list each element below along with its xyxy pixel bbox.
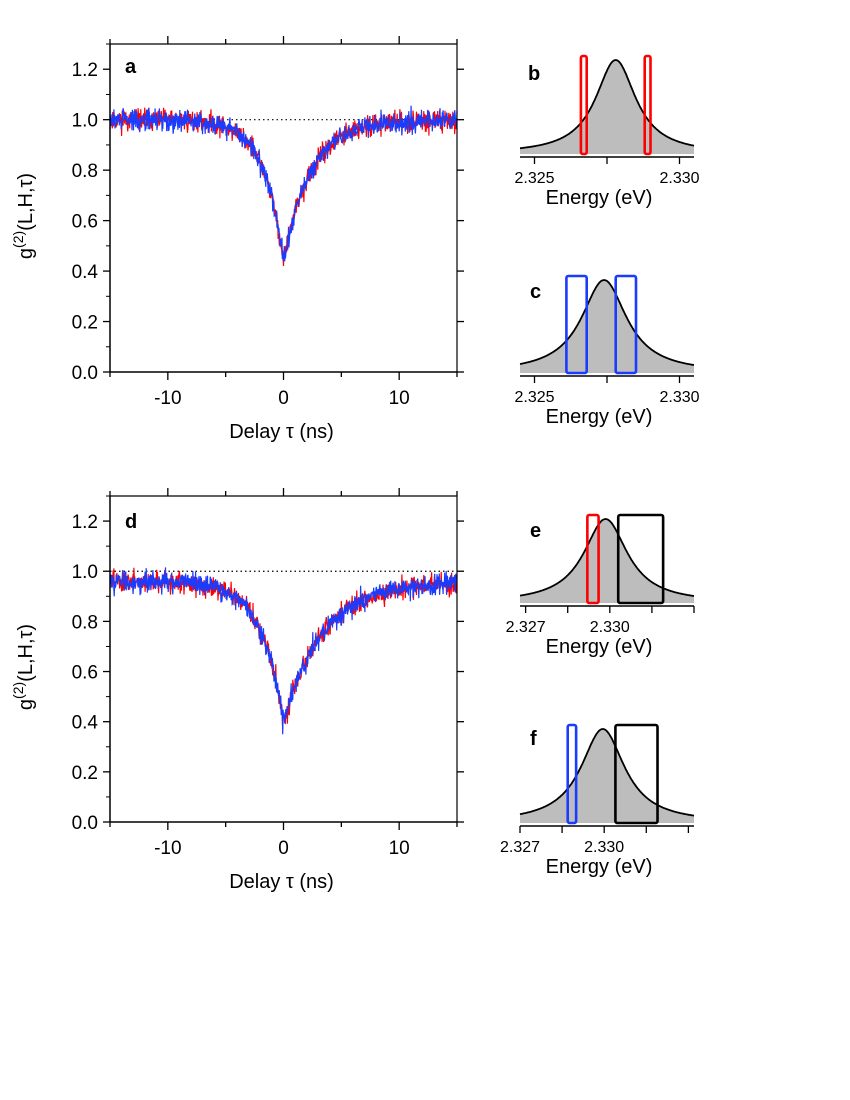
d-ylabel-rest: (L,H,τ) — [15, 624, 37, 682]
d-series-blue — [109, 567, 458, 735]
b-spectrum-fill — [520, 60, 694, 154]
c-spectrum-line — [519, 279, 695, 366]
b-xlabel: Energy (eV) — [546, 187, 653, 209]
a-xlabel: Delay τ (ns) — [229, 421, 334, 443]
d-ytick-label: 0.6 — [72, 663, 98, 684]
e-xtick-label: 2.330 — [590, 619, 630, 636]
f-filter-window-1 — [566, 723, 578, 825]
e-xtick-label: 2.327 — [506, 619, 546, 636]
a-ylabel-base: g — [15, 248, 37, 259]
c-filter-window-2 — [614, 274, 638, 375]
a-ytick-label: 1.0 — [72, 111, 98, 132]
d-xtick-label: 0 — [278, 838, 289, 859]
a-ytick-label: 0.6 — [72, 212, 98, 233]
a-xtick-label: -10 — [154, 388, 181, 409]
d-ylabel-base: g — [15, 699, 37, 710]
e-filter-window-2 — [616, 513, 665, 605]
panel-a-label: a — [125, 56, 137, 78]
b-filter-window-1 — [579, 54, 589, 156]
panel-c: 2.325 2.330 Energy (eV) c — [514, 274, 700, 428]
b-xtick-label: 2.330 — [659, 170, 699, 187]
e-spectrum-line — [519, 518, 695, 597]
a-ytick-label: 0.4 — [72, 262, 99, 283]
e-xlabel: Energy (eV) — [546, 636, 653, 658]
b-spectrum-line — [520, 59, 695, 150]
f-xlabel: Energy (eV) — [546, 856, 653, 878]
f-xtick-label: 2.330 — [584, 839, 624, 856]
panel-e-label: e — [530, 520, 541, 542]
panel-b: 2.325 2.330 Energy (eV) b — [514, 54, 700, 209]
a-ytick-label: 1.2 — [72, 60, 98, 81]
e-filter-window-1 — [586, 513, 600, 605]
a-xtick-label: 10 — [389, 388, 410, 409]
panel-c-label: c — [530, 281, 541, 303]
a-ylabel-sup: (2) — [10, 231, 26, 248]
d-ytick-label: 0.2 — [72, 763, 98, 784]
c-xlabel: Energy (eV) — [546, 406, 653, 428]
c-filter-window-1 — [565, 274, 589, 375]
a-series-blue — [109, 105, 458, 262]
a-ytick-label: 0.2 — [72, 313, 98, 334]
d-xtick-label: -10 — [154, 838, 181, 859]
c-xtick-label: 2.325 — [514, 389, 554, 406]
panel-f-label: f — [530, 728, 537, 750]
panel-d: 0.0 0.2 0.4 0.6 0.8 1.0 1.2 -10 0 10 Delay τ (ns) g… — [10, 488, 464, 893]
panel-d-label: d — [125, 511, 137, 533]
f-spectrum-fill — [520, 729, 694, 823]
f-spectrum-line — [519, 728, 695, 817]
d-xlabel: Delay τ (ns) — [229, 871, 334, 893]
d-ylabel: g(2)(L,H,τ) — [10, 624, 37, 710]
d-ytick-label: 1.0 — [72, 562, 98, 583]
panel-a: 0.0 0.2 0.4 0.6 0.8 1.0 1.2 -10 0 10 Delay τ (ns) g… — [10, 36, 464, 443]
a-ytick-label: 0.8 — [72, 161, 98, 182]
d-ylabel-sup: (2) — [10, 682, 26, 699]
b-xtick-label: 2.325 — [514, 170, 554, 187]
d-ytick-label: 0.4 — [72, 713, 99, 734]
d-xtick-label: 10 — [389, 838, 410, 859]
c-xtick-label: 2.330 — [659, 389, 699, 406]
a-ytick-label: 0.0 — [72, 363, 98, 384]
panel-b-label: b — [528, 63, 540, 85]
f-filter-window-2 — [614, 723, 659, 825]
d-ytick-label: 1.2 — [72, 512, 98, 533]
a-ylabel-rest: (L,H,τ) — [15, 173, 37, 231]
d-ytick-label: 0.8 — [72, 612, 98, 633]
b-filter-window-2 — [643, 54, 652, 156]
a-ylabel: g(2)(L,H,τ) — [10, 173, 37, 259]
a-xtick-label: 0 — [278, 388, 289, 409]
f-xtick-label: 2.327 — [500, 839, 540, 856]
d-ytick-label: 0.0 — [72, 813, 98, 834]
